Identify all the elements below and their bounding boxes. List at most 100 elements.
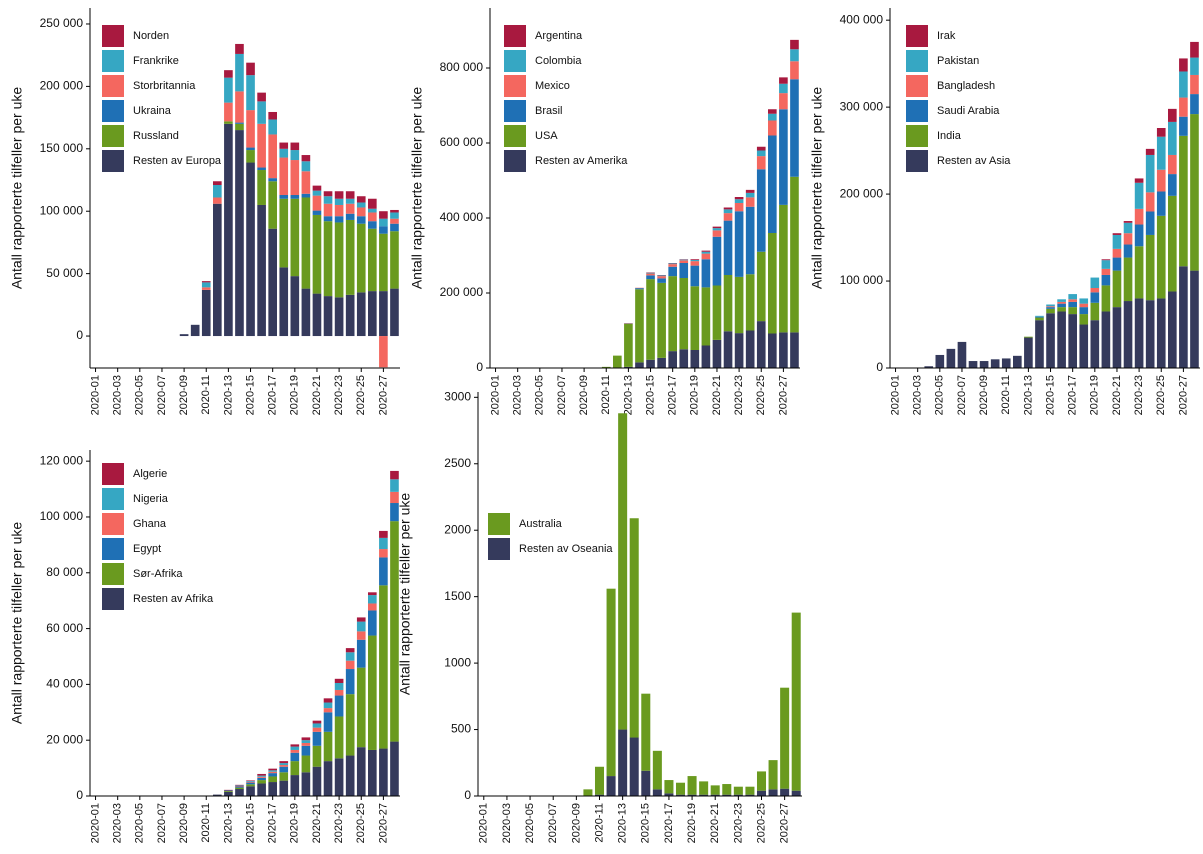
bar bbox=[1112, 234, 1122, 249]
bar bbox=[1068, 301, 1077, 308]
bar bbox=[780, 687, 790, 789]
bar bbox=[368, 592, 377, 596]
bar bbox=[279, 198, 289, 268]
x-tick-label: 2020-01 bbox=[89, 375, 101, 415]
bar bbox=[1101, 259, 1111, 261]
bar bbox=[1079, 298, 1089, 304]
bar bbox=[301, 742, 311, 746]
y-axis-title: Antall rapporterte tilfeller per uke bbox=[9, 522, 25, 725]
bar bbox=[268, 770, 277, 772]
bar bbox=[301, 197, 311, 289]
x-tick-label: 2020-03 bbox=[112, 375, 124, 415]
bar bbox=[1024, 336, 1033, 338]
legend-label: Norden bbox=[133, 30, 169, 42]
bar bbox=[301, 288, 311, 337]
legend-label: Irak bbox=[937, 30, 956, 42]
bar bbox=[606, 776, 616, 796]
bar bbox=[657, 275, 666, 277]
y-tick-label: 800 000 bbox=[440, 60, 484, 74]
y-tick-label: 0 bbox=[876, 360, 883, 374]
bar bbox=[1134, 208, 1144, 225]
panel: 0 500 1000 1500 2000 2500 3000 2020-01 2020-03 20… bbox=[397, 389, 802, 843]
bar bbox=[756, 251, 766, 322]
x-tick-label: 2020-11 bbox=[200, 803, 212, 843]
bar bbox=[312, 766, 322, 796]
bar bbox=[201, 287, 211, 290]
bar bbox=[734, 211, 744, 277]
bar bbox=[1090, 320, 1100, 368]
x-tick-label: 2020-03 bbox=[112, 803, 124, 843]
legend-label: India bbox=[937, 130, 962, 142]
bar bbox=[235, 786, 244, 788]
bar bbox=[1068, 314, 1077, 368]
bar bbox=[379, 537, 388, 550]
bar bbox=[1101, 311, 1111, 368]
bar bbox=[323, 731, 333, 762]
bar bbox=[657, 278, 666, 283]
bar bbox=[345, 755, 355, 796]
bar bbox=[301, 161, 311, 172]
legend-swatch bbox=[102, 150, 124, 172]
bar bbox=[257, 167, 266, 171]
bar bbox=[624, 323, 633, 367]
legend-swatch bbox=[102, 50, 124, 72]
x-tick-label: 2020-01 bbox=[89, 803, 101, 843]
bar bbox=[652, 789, 662, 796]
bar bbox=[368, 212, 377, 222]
bar bbox=[246, 62, 255, 76]
bar bbox=[664, 793, 674, 796]
legend-swatch bbox=[102, 100, 124, 122]
bar bbox=[213, 794, 222, 796]
bar bbox=[356, 667, 366, 748]
bar bbox=[379, 557, 388, 586]
bar bbox=[1156, 169, 1166, 192]
x-tick-label: 2020-13 bbox=[222, 375, 234, 415]
bar bbox=[345, 191, 355, 199]
bar bbox=[690, 286, 700, 350]
bar bbox=[224, 791, 233, 796]
bar bbox=[356, 202, 366, 208]
bar bbox=[756, 150, 766, 157]
x-tick-label: 2020-05 bbox=[534, 375, 546, 415]
bar bbox=[235, 122, 244, 124]
y-tick-label: 40 000 bbox=[46, 677, 83, 691]
bar bbox=[1057, 301, 1066, 304]
bar bbox=[290, 194, 300, 199]
bar bbox=[594, 794, 605, 796]
bar bbox=[290, 276, 300, 337]
bar bbox=[268, 111, 277, 120]
panel: 0 50 000 100 000 150 000 200 000 250 000 2020-… bbox=[9, 8, 400, 415]
bar bbox=[791, 790, 801, 796]
x-tick-label: 2020-13 bbox=[1022, 375, 1034, 415]
x-tick-label: 2020-17 bbox=[267, 375, 279, 415]
bar bbox=[323, 216, 333, 222]
bar bbox=[646, 359, 655, 368]
bar bbox=[1168, 121, 1177, 155]
bar bbox=[734, 276, 744, 334]
bar bbox=[301, 755, 311, 773]
bar bbox=[745, 330, 755, 368]
bar bbox=[390, 231, 399, 289]
bar bbox=[780, 788, 790, 796]
bar bbox=[629, 518, 639, 738]
bar bbox=[257, 780, 266, 784]
bar bbox=[334, 216, 344, 223]
legend-swatch bbox=[102, 513, 124, 535]
bar bbox=[246, 162, 255, 337]
bar bbox=[723, 209, 733, 214]
bar bbox=[1046, 307, 1055, 309]
bar bbox=[246, 780, 255, 782]
x-tick-label: 2020-15 bbox=[644, 375, 656, 415]
bar bbox=[712, 226, 722, 229]
x-tick-label: 2020-05 bbox=[524, 803, 536, 843]
y-tick-label: 150 000 bbox=[40, 141, 84, 155]
bar bbox=[979, 361, 989, 368]
bar bbox=[712, 236, 722, 286]
bar bbox=[1156, 298, 1166, 368]
x-tick-label: 2020-13 bbox=[622, 375, 634, 415]
bar bbox=[1179, 135, 1188, 267]
bar bbox=[301, 740, 311, 743]
y-tick-label: 0 bbox=[76, 328, 83, 342]
bar bbox=[1090, 277, 1100, 288]
bar bbox=[768, 120, 777, 136]
